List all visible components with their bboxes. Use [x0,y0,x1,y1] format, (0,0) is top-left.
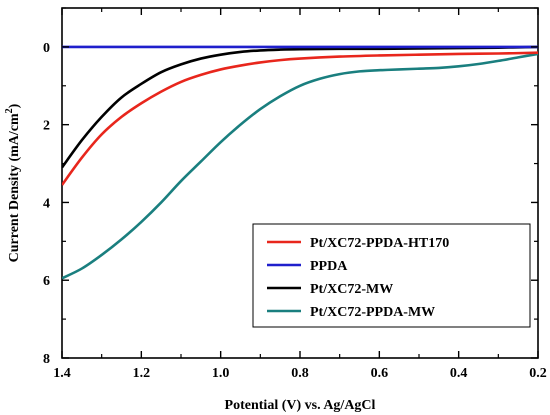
series-line-pt-xc72-ppda-ht170 [62,51,538,186]
x-tick-label: 0.6 [371,366,389,381]
y-axis-title-main: Current Density (mA/cm [7,113,22,262]
y-axis-title-end: ) [7,103,22,108]
x-tick-label: 0.4 [450,366,468,381]
ticks-layer: 1.4 1.2 1.0 0.8 0.6 0.4 0.2 0 2 4 6 8 [43,7,547,381]
x-tick-label: 1.4 [53,366,71,381]
y-tick-label: 6 [43,274,50,289]
y-axis-title-sup: 2 [4,108,15,113]
legend-label: Pt/XC72-MW [310,282,393,297]
y-axis-title: Current Density (mA/cm2) [4,103,22,262]
x-tick-label: 0.8 [291,366,309,381]
series-line-pt-xc72-ppda-mw [62,52,538,280]
series-line-pt-xc72-mw [62,45,538,169]
y-tick-label: 2 [43,119,50,134]
legend-label: Pt/XC72-PPDA-HT170 [310,236,449,251]
legend-label: PPDA [310,259,348,274]
legend: Pt/XC72-PPDA-HT170 PPDA Pt/XC72-MW Pt/XC72-… [252,223,531,328]
x-tick-label: 1.0 [212,366,230,381]
legend-label: Pt/XC72-PPDA-MW [310,305,435,320]
y-tick-label: 0 [43,41,50,56]
x-tick-label: 0.2 [529,366,547,381]
series-layer [62,45,538,280]
x-axis-title: Potential (V) vs. Ag/AgCl [225,398,376,413]
y-tick-label: 8 [43,352,50,367]
x-tick-label: 1.2 [133,366,151,381]
y-tick-label: 4 [43,196,50,211]
